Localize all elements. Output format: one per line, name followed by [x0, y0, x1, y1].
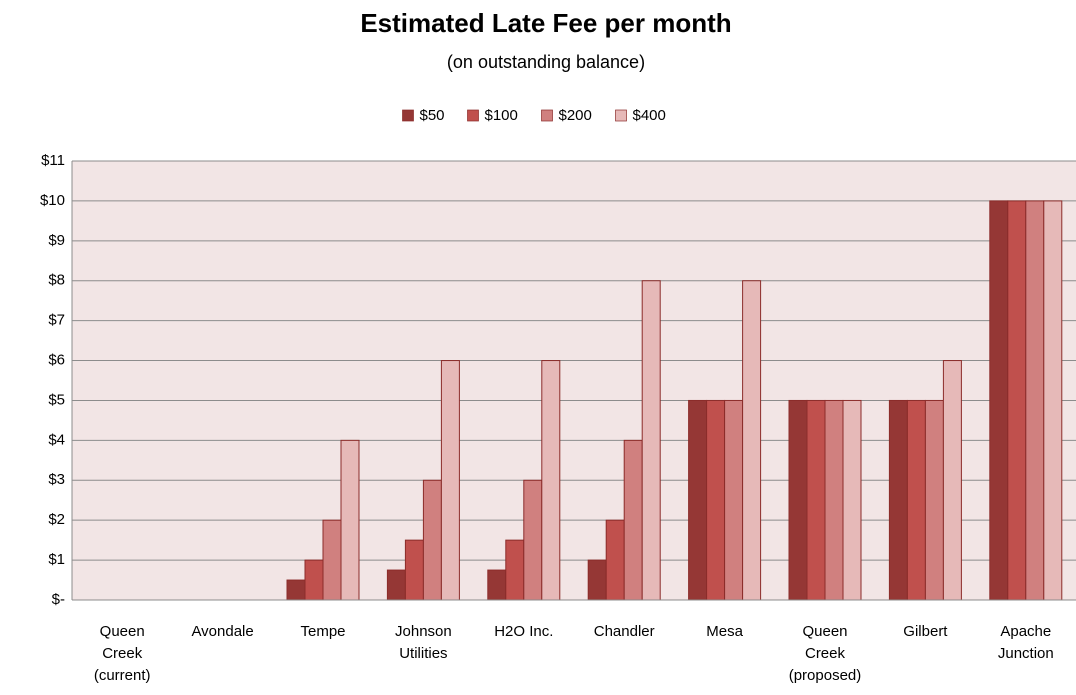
y-tick-label: $11 [41, 152, 65, 169]
bar [322, 519, 342, 601]
bar [487, 569, 507, 601]
bar [924, 399, 944, 601]
bar [386, 569, 406, 601]
bar [286, 579, 306, 601]
legend-label: $400 [633, 107, 666, 124]
bar [806, 399, 826, 601]
bar [340, 439, 360, 601]
y-tick-label: $3 [48, 471, 65, 488]
legend-swatch [467, 109, 479, 122]
y-tick-label: $1 [48, 551, 65, 568]
bar [623, 439, 643, 601]
bar [605, 519, 625, 601]
y-tick-label: $2 [48, 511, 65, 528]
bar [523, 479, 543, 601]
bar [688, 399, 708, 601]
bar [824, 399, 844, 601]
bar [724, 399, 744, 601]
bar [906, 399, 926, 601]
bar [587, 559, 607, 601]
x-tick-label: Mesa [706, 623, 743, 640]
bar [788, 399, 808, 601]
bar [989, 200, 1009, 601]
legend-label: $200 [559, 107, 592, 124]
chart-title: Estimated Late Fee per month [360, 8, 731, 38]
legend-swatch [615, 109, 627, 122]
y-tick-label: $7 [48, 312, 65, 329]
legend-swatch [402, 109, 414, 122]
y-tick-label: $9 [48, 232, 65, 249]
x-tick-label: H2O Inc. [494, 623, 553, 640]
bar [304, 559, 324, 601]
y-tick-label: $10 [40, 192, 65, 209]
legend-swatch [541, 109, 553, 122]
bar [1025, 200, 1045, 601]
x-tick-label: Chandler [594, 623, 655, 640]
bar [404, 539, 424, 601]
legend-label: $50 [420, 107, 445, 124]
bar [706, 399, 726, 601]
legend-label: $100 [485, 107, 518, 124]
bar [641, 280, 661, 601]
x-tick-label: Tempe [300, 623, 345, 640]
x-tick-label: Queen Creek (proposed) [789, 623, 862, 684]
x-tick-label: Apache Junction [998, 623, 1054, 662]
bar [1043, 200, 1063, 601]
bar [422, 479, 442, 601]
x-tick-label: Gilbert [903, 623, 948, 640]
bar [842, 399, 862, 601]
y-tick-label: $8 [48, 272, 65, 289]
y-tick-label: $4 [48, 431, 65, 448]
bar [505, 539, 525, 601]
x-tick-label: Johnson Utilities [395, 623, 452, 662]
bar [742, 280, 762, 601]
chart-subtitle: (on outstanding balance) [447, 52, 645, 72]
y-tick-label: $5 [48, 391, 65, 408]
x-tick-label: Avondale [191, 623, 253, 640]
x-tick-label: Queen Creek (current) [94, 623, 151, 684]
y-tick-label: $- [52, 591, 65, 608]
bar [440, 360, 460, 601]
y-tick-label: $6 [48, 352, 65, 369]
bar [888, 399, 908, 601]
bar [541, 360, 561, 601]
bar [942, 360, 962, 601]
bar [1007, 200, 1027, 601]
